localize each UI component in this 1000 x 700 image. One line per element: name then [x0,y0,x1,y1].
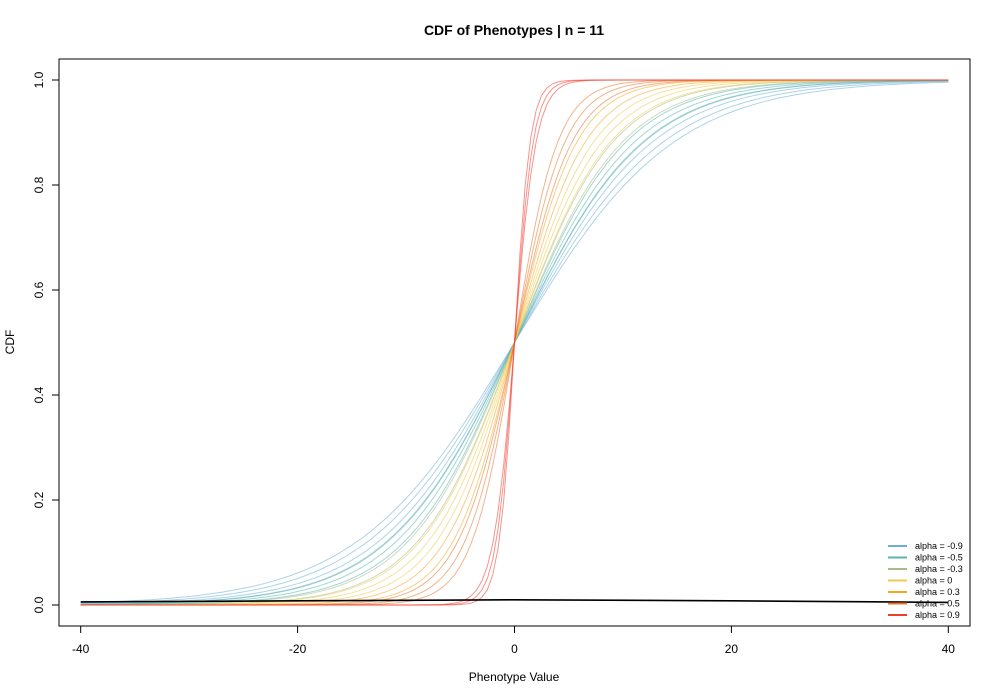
y-tick-label: 1.0 [32,71,46,88]
x-axis-label: Phenotype Value [469,670,560,684]
legend-label: alpha = 0.3 [915,587,960,597]
y-tick-label: 0.2 [32,491,46,508]
legend-label: alpha = 0 [915,576,952,586]
legend-label: alpha = -0.3 [915,564,963,574]
legend-label: alpha = -0.9 [915,541,963,551]
density-line [80,598,949,604]
x-tick-label: 20 [725,642,739,656]
x-tick-label: 40 [942,642,956,656]
series-line [80,79,949,606]
y-axis-label: CDF [3,330,17,355]
curves-group [80,79,949,606]
y-tick-label: 0.6 [32,281,46,298]
y-tick-label: 0.4 [32,386,46,403]
y-tick-label: 0.8 [32,176,46,193]
legend-label: alpha = -0.5 [915,553,963,563]
x-tick-label: -40 [72,642,90,656]
x-axis: -40 -20 0 20 40 [72,625,956,656]
legend-label: alpha = 0.9 [915,610,960,620]
x-tick-label: -20 [289,642,307,656]
x-tick-label: 0 [511,642,518,656]
chart-title: CDF of Phenotypes | n = 11 [424,22,604,38]
legend-label: alpha = 0.5 [915,599,960,609]
y-tick-label: 0.0 [32,596,46,613]
y-axis: 0.0 0.2 0.4 0.6 0.8 1.0 [32,71,60,613]
